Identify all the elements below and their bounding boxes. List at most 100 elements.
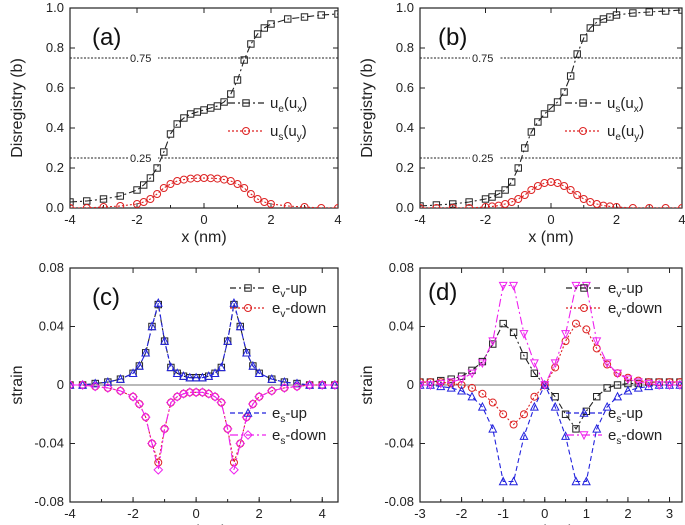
y-tick-label: 0.8	[46, 40, 64, 55]
data-point-ue(ux)	[166, 130, 175, 138]
data-point-ue(ux)	[146, 174, 155, 182]
y-axis-label: strain	[9, 365, 26, 404]
data-point-us(ux)	[547, 104, 555, 112]
data-point-ev-down	[530, 392, 539, 401]
data-point-ue(uy)	[520, 191, 529, 199]
data-point-us(ux)	[501, 186, 509, 194]
data-point-us(ux)	[586, 24, 594, 32]
legend-entry-ev-down: ev-down	[230, 300, 326, 320]
legend-label-part: e	[615, 132, 621, 143]
data-point-ev-down	[457, 381, 466, 389]
legend-label-part: s	[278, 132, 283, 143]
legend-label-part: (	[284, 95, 289, 112]
x-tick-label: 0	[200, 212, 207, 227]
data-point-es-down	[203, 388, 214, 399]
data-point-es-down	[140, 412, 151, 423]
data-point-es-up	[613, 391, 623, 401]
legend-label-part: y	[297, 132, 302, 143]
legend-label: ev-up	[608, 280, 643, 300]
data-point-ev-down	[436, 378, 445, 387]
data-point-es-up	[477, 401, 487, 411]
data-point-es-up	[134, 360, 144, 370]
data-point-es-up	[279, 376, 289, 386]
legend-label-part: -up	[621, 405, 643, 422]
data-point-es-down	[467, 369, 477, 379]
legend-label-part: u	[607, 95, 615, 112]
data-point-ue(uy)	[579, 195, 588, 203]
data-point-es-down	[519, 330, 529, 339]
y-tick-label: 1.0	[396, 0, 414, 15]
data-point-es-up	[571, 476, 581, 486]
data-point-us(ux)	[508, 178, 516, 186]
series-group	[420, 8, 682, 208]
data-point-us(ux)	[573, 50, 581, 58]
data-point-us(uy)	[317, 204, 326, 208]
legend-entry-es-up: es-up	[230, 405, 307, 425]
data-point-es-down	[102, 383, 113, 393]
data-point-es-up	[623, 385, 633, 395]
y-tick-label: 0.6	[46, 80, 64, 95]
legend-label-part: )	[639, 123, 644, 140]
data-point-es-down	[457, 375, 467, 385]
data-point-ev-down	[488, 398, 497, 407]
data-point-ue(ux)	[334, 10, 338, 18]
y-tick-label: 1.0	[46, 0, 64, 15]
data-point-es-up	[185, 372, 195, 382]
data-point-es-down	[644, 379, 654, 389]
y-tick-label: -0.08	[34, 494, 64, 509]
data-point-es-down	[153, 464, 164, 475]
panel-label: (b)	[438, 24, 467, 51]
data-point-us(ux)	[560, 88, 568, 96]
reference-label: 0.25	[130, 153, 151, 165]
legend-label-part: u	[607, 123, 615, 140]
data-point-us(ux)	[527, 128, 536, 136]
legend-entry-es-down: es-down	[566, 427, 662, 447]
y-tick-label: -0.04	[34, 436, 64, 451]
legend-label-part: e	[272, 405, 280, 422]
legend-entry-es-down: es-down	[230, 427, 326, 447]
data-point-es-down	[292, 381, 302, 392]
x-tick-label: -4	[64, 212, 76, 227]
y-tick-label: 0	[407, 377, 414, 392]
y-tick-label: 0.6	[396, 80, 414, 95]
reference-label: 0.75	[130, 53, 151, 65]
data-point-ue(uy)	[612, 203, 621, 208]
legend-marker	[579, 127, 587, 135]
legend-label: es-down	[608, 427, 662, 447]
data-point-es-up	[550, 401, 560, 411]
data-point-ue(uy)	[527, 186, 536, 194]
data-point-ue(ux)	[317, 11, 325, 19]
x-tick-label: -2	[127, 506, 139, 521]
legend-entry-es-up: es-up	[566, 405, 643, 425]
x-tick-label: 4	[319, 506, 326, 521]
data-point-es-up	[223, 336, 233, 345]
x-tick-label: -3	[414, 506, 426, 521]
legend-marker	[580, 304, 588, 312]
data-point-ue(ux)	[160, 148, 168, 156]
legend-label: ev-down	[608, 300, 662, 320]
legend-marker	[244, 284, 252, 292]
legend-marker	[242, 127, 250, 135]
data-point-es-down	[266, 385, 277, 396]
y-tick-label: 0.4	[396, 120, 414, 135]
data-point-us(ux)	[678, 8, 682, 14]
legend-entry-us(ux): us(ux)	[565, 95, 644, 115]
data-point-es-up	[529, 401, 539, 411]
data-point-us(ux)	[645, 8, 653, 16]
data-point-us(uy)	[146, 195, 155, 203]
legend-label: es-up	[608, 405, 643, 425]
legend-label-part: v	[280, 289, 285, 300]
data-point-ue(ux)	[260, 24, 269, 32]
data-point-us(uy)	[300, 203, 309, 208]
legend-entry-ev-up: ev-up	[566, 280, 643, 300]
data-point-ev-up	[551, 393, 559, 401]
data-point-es-up	[172, 368, 182, 377]
data-point-ue(uy)	[465, 204, 474, 208]
data-point-es-down	[235, 438, 246, 449]
data-point-ev-up	[499, 319, 507, 328]
data-point-es-down	[254, 391, 265, 402]
legend-label-part: e	[272, 280, 280, 297]
data-point-es-down	[247, 399, 258, 409]
data-point-ue(uy)	[553, 179, 562, 187]
data-point-es-down	[425, 381, 435, 391]
